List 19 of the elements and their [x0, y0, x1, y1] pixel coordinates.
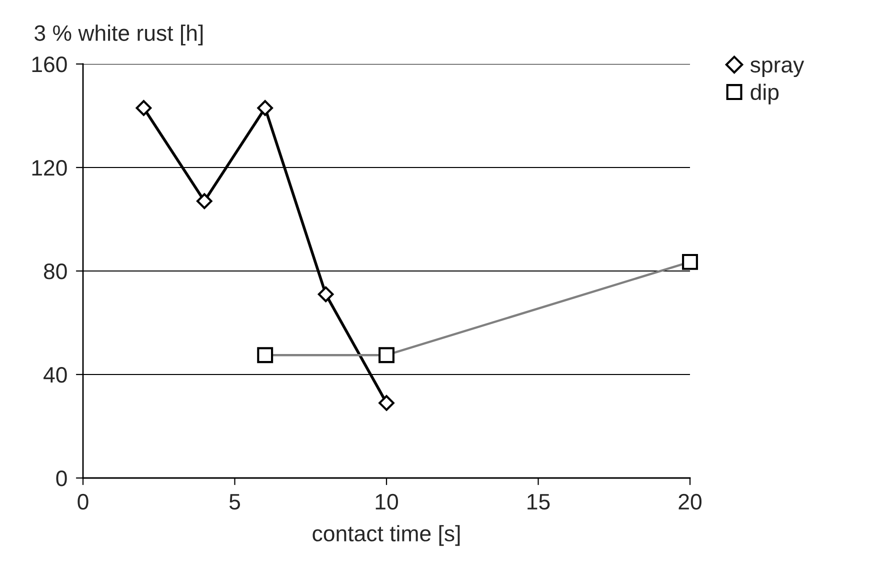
point	[378, 395, 394, 411]
x-tick-label: 10	[376, 494, 398, 510]
y-tick-label: 160	[32, 56, 67, 72]
y-axis-title: 3 % white rust [h]	[34, 24, 203, 46]
y-tick-label: 80	[44, 264, 67, 280]
point	[196, 193, 212, 210]
legend-label: spray	[750, 60, 804, 78]
x-tick-label: 15	[528, 494, 550, 510]
x-tick-label: 20	[678, 494, 702, 510]
y-tick-label: 40	[44, 367, 67, 383]
point	[136, 100, 152, 116]
y-tick-label: 0	[56, 470, 67, 486]
x-tick-label: 5	[229, 494, 240, 510]
x-axis-title: contact time [s]	[312, 525, 460, 546]
point	[257, 100, 274, 116]
y-tick-label: 120	[32, 160, 67, 176]
x-tick-label: 0	[78, 494, 88, 510]
point	[318, 286, 334, 302]
legend-label: dip	[750, 84, 779, 104]
